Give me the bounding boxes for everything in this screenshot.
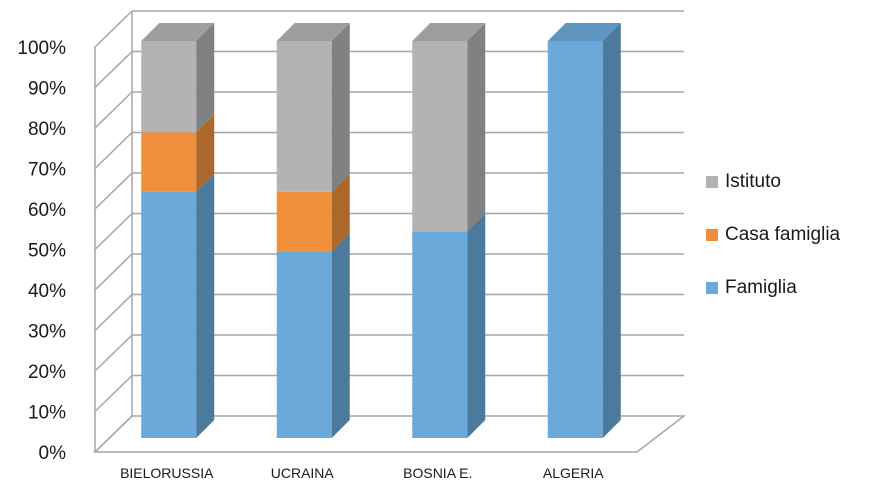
bar-segment-casa-famiglia — [276, 191, 332, 252]
bar-side-famiglia — [196, 173, 215, 439]
bar-side-istituto — [331, 23, 350, 192]
bar-segment-istituto — [276, 41, 332, 192]
bar-top-istituto — [276, 23, 350, 41]
bar-segment-istituto — [141, 41, 197, 133]
bar-segment-famiglia — [412, 231, 468, 438]
bar-side-famiglia — [467, 213, 486, 438]
gridline-diagonal — [94, 172, 133, 210]
x-tick-label: BOSNIA E. — [403, 465, 472, 481]
y-tick-label: 0% — [39, 443, 67, 464]
bar-segment-famiglia — [276, 251, 332, 438]
legend: Istituto Casa famiglia Famiglia — [706, 170, 840, 329]
y-tick-label: 70% — [28, 160, 66, 181]
y-tick-label: 100% — [17, 38, 66, 59]
y-tick-label: 30% — [28, 322, 66, 343]
legend-item-famiglia: Famiglia — [706, 276, 840, 300]
x-tick-label: UCRAINA — [271, 465, 335, 481]
y-tick-label: 40% — [28, 281, 66, 302]
x-tick-label: BIELORUSSIA — [120, 465, 214, 481]
bar-segment-casa-famiglia — [141, 132, 197, 192]
bar-side-istituto — [196, 23, 215, 133]
bar-stack-bielorussia — [141, 23, 215, 439]
bar-stack-algeria — [547, 23, 621, 438]
bar-side-casa-famiglia — [331, 173, 350, 252]
bar-stack-ucraina — [276, 23, 350, 438]
bar-side-casa-famiglia — [196, 114, 215, 192]
legend-label-casa-famiglia: Casa famiglia — [725, 224, 841, 245]
gridline-diagonal — [94, 374, 133, 413]
gridline-diagonal — [94, 91, 133, 129]
legend-item-casa-famiglia: Casa famiglia — [706, 223, 840, 247]
y-tick-label: 10% — [28, 403, 66, 424]
bar-side-istituto — [467, 23, 486, 232]
y-tick-label: 20% — [28, 362, 66, 383]
gridline-diagonal — [94, 10, 133, 48]
gridline-diagonal — [94, 293, 133, 332]
y-tick-label: 90% — [28, 79, 66, 100]
gridline-diagonal — [94, 253, 133, 291]
bar-top-istituto — [141, 23, 215, 41]
bar-side-famiglia — [602, 23, 621, 438]
y-tick-label: 60% — [28, 200, 66, 221]
legend-swatch-casa-famiglia — [706, 229, 718, 241]
bar-top-istituto — [412, 23, 486, 41]
legend-item-istituto: Istituto — [706, 170, 840, 194]
bar-side-famiglia — [331, 233, 350, 438]
chart-floor — [93, 415, 687, 453]
y-tick-label: 80% — [28, 119, 66, 140]
bar-top-famiglia — [547, 23, 621, 41]
legend-label-istituto: Istituto — [725, 171, 781, 192]
legend-swatch-famiglia — [706, 282, 718, 294]
legend-label-famiglia: Famiglia — [725, 277, 797, 298]
gridline-diagonal — [94, 50, 133, 89]
bar-segment-famiglia — [141, 191, 197, 438]
gridline-diagonal — [94, 131, 133, 170]
gridline-diagonal — [94, 212, 133, 251]
bar-stack-bosnia-e — [412, 23, 486, 438]
bar-segment-istituto — [412, 41, 468, 232]
bar-segment-famiglia — [547, 41, 603, 438]
y-tick-label: 50% — [28, 241, 66, 262]
x-tick-label: ALGERIA — [543, 465, 604, 481]
legend-swatch-istituto — [706, 176, 718, 188]
gridline-diagonal — [94, 334, 133, 372]
